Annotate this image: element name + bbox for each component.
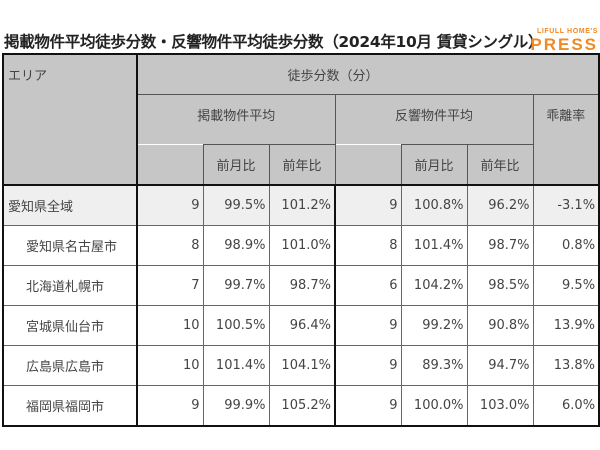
header-response-yoy: 前年比	[466, 144, 534, 186]
area-name: 広島県広島市	[2, 345, 138, 386]
listing-minutes: 7	[136, 265, 204, 306]
divergence: 9.5%	[532, 265, 600, 306]
divergence: 13.9%	[532, 305, 600, 346]
listing-yoy: 101.0%	[268, 225, 336, 266]
header-divergence: 乖離率	[532, 94, 600, 186]
listing-yoy: 105.2%	[268, 385, 336, 427]
response-minutes: 9	[334, 385, 402, 427]
header-response-avg: 反響物件平均	[334, 94, 534, 145]
response-minutes: 6	[334, 265, 402, 306]
table-row: 宮城県仙台市 10 100.5% 96.4% 9 99.2% 90.8% 13.…	[2, 305, 600, 346]
response-yoy: 103.0%	[466, 385, 534, 427]
response-minutes: 8	[334, 225, 402, 266]
listing-minutes: 9	[136, 385, 204, 427]
response-yoy: 94.7%	[466, 345, 534, 386]
response-mom: 104.2%	[400, 265, 468, 306]
header-walk-minutes: 徒歩分数（分）	[136, 53, 600, 95]
listing-mom: 101.4%	[202, 345, 270, 386]
listing-mom: 99.5%	[202, 184, 270, 226]
response-mom: 100.0%	[400, 385, 468, 427]
response-yoy: 90.8%	[466, 305, 534, 346]
listing-yoy: 98.7%	[268, 265, 336, 306]
table-row: 愛知県全域 9 99.5% 101.2% 9 100.8% 96.2% -3.1…	[2, 184, 600, 226]
listing-mom: 99.7%	[202, 265, 270, 306]
logo-top-text: LIFULL HOME'S	[536, 28, 598, 35]
response-minutes: 9	[334, 184, 402, 226]
walk-minutes-table: エリア 徒歩分数（分） 掲載物件平均 反響物件平均 乖離率 前月比 前年比 前月…	[2, 53, 600, 427]
listing-mom: 98.9%	[202, 225, 270, 266]
listing-yoy: 104.1%	[268, 345, 336, 386]
response-yoy: 98.7%	[466, 225, 534, 266]
area-name: 愛知県名古屋市	[2, 225, 138, 266]
listing-minutes: 10	[136, 345, 204, 386]
divergence: 6.0%	[532, 385, 600, 427]
header-listing-blank	[136, 144, 204, 186]
response-minutes: 9	[334, 345, 402, 386]
response-mom: 99.2%	[400, 305, 468, 346]
divergence: 13.8%	[532, 345, 600, 386]
response-yoy: 96.2%	[466, 184, 534, 226]
table-row: 北海道札幌市 7 99.7% 98.7% 6 104.2% 98.5% 9.5%	[2, 265, 600, 306]
header-listing-yoy: 前年比	[268, 144, 336, 186]
logo-main-text: PRESS	[530, 35, 598, 54]
area-name: 愛知県全域	[2, 184, 138, 226]
listing-minutes: 8	[136, 225, 204, 266]
header-area: エリア	[2, 53, 138, 186]
divergence: -3.1%	[532, 184, 600, 226]
response-mom: 101.4%	[400, 225, 468, 266]
listing-yoy: 101.2%	[268, 184, 336, 226]
response-mom: 89.3%	[400, 345, 468, 386]
divergence: 0.8%	[532, 225, 600, 266]
response-yoy: 98.5%	[466, 265, 534, 306]
table-row: 福岡県福岡市 9 99.9% 105.2% 9 100.0% 103.0% 6.…	[2, 385, 600, 427]
response-mom: 100.8%	[400, 184, 468, 226]
area-name: 宮城県仙台市	[2, 305, 138, 346]
area-name: 北海道札幌市	[2, 265, 138, 306]
listing-mom: 100.5%	[202, 305, 270, 346]
listing-minutes: 10	[136, 305, 204, 346]
page-title: 掲載物件平均徒歩分数・反響物件平均徒歩分数（2024年10月 賃貸シングル）	[4, 33, 544, 51]
table-row: 広島県広島市 10 101.4% 104.1% 9 89.3% 94.7% 13…	[2, 345, 600, 386]
table-row: 愛知県名古屋市 8 98.9% 101.0% 8 101.4% 98.7% 0.…	[2, 225, 600, 266]
header-response-blank	[334, 144, 402, 186]
response-minutes: 9	[334, 305, 402, 346]
header-response-mom: 前月比	[400, 144, 468, 186]
listing-mom: 99.9%	[202, 385, 270, 427]
header-listing-mom: 前月比	[202, 144, 270, 186]
area-name: 福岡県福岡市	[2, 385, 138, 427]
listing-minutes: 9	[136, 184, 204, 226]
lifull-homes-press-logo: LIFULL HOME'S PRESS	[530, 28, 598, 53]
listing-yoy: 96.4%	[268, 305, 336, 346]
header-listing-avg: 掲載物件平均	[136, 94, 336, 145]
